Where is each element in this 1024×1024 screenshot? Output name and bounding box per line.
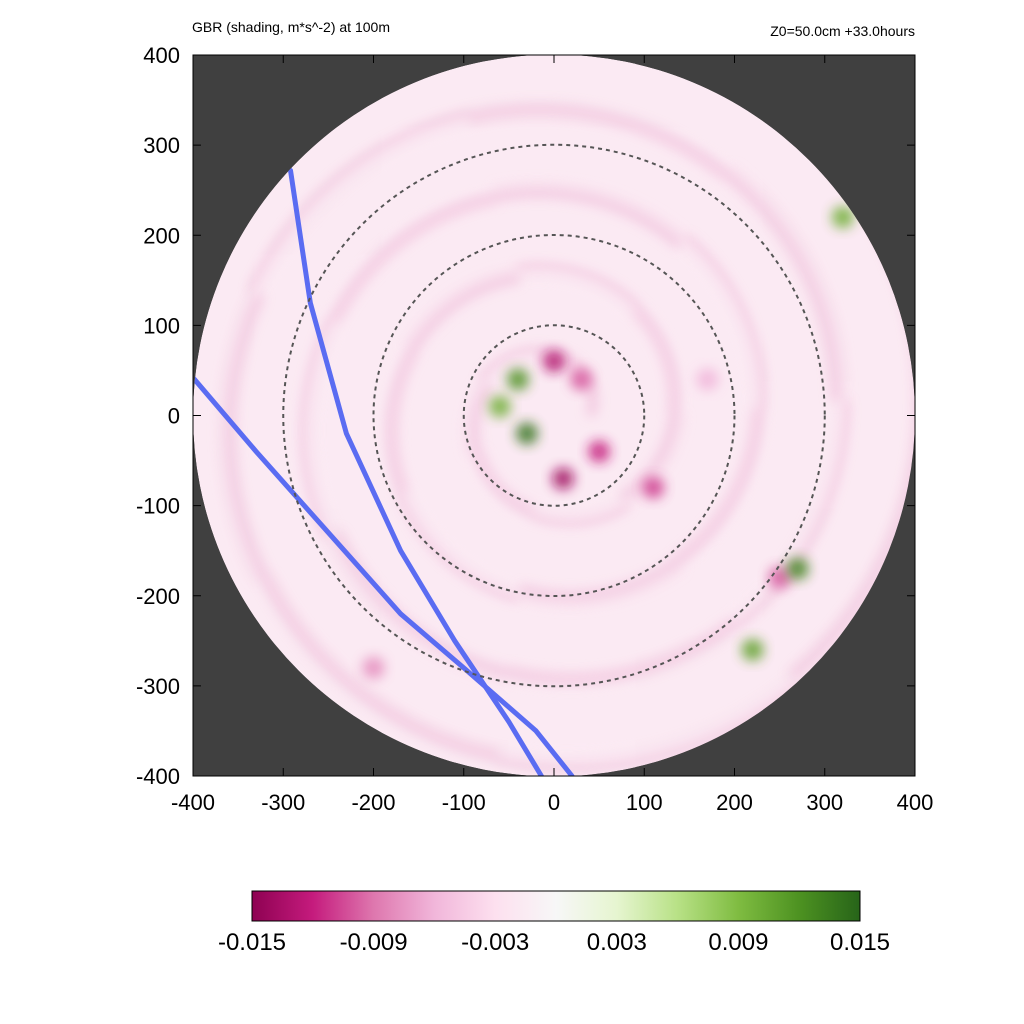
colorbar: -0.015 -0.009 -0.003 0.003 0.009 0.015 [218,890,890,956]
range-ring [462,324,646,507]
colorbar-tick-label: -0.015 [218,929,286,956]
field-feature [515,422,538,445]
chart-title: GBR (shading, m*s^-2) at 100m [192,19,390,35]
x-tick-label: -400 [171,790,215,815]
x-axis: -400 -300 -200 -100 0 100 200 300 400 [171,55,933,815]
y-tick-label: 400 [143,43,180,68]
x-tick-label: 0 [548,790,560,815]
blue-lines [193,167,575,776]
field-feature [588,440,611,463]
x-tick-label: 200 [716,790,753,815]
y-tick-label: -100 [136,494,180,519]
y-tick-label: -200 [136,584,180,609]
field-feature [543,350,565,373]
colorbar-gradient [251,890,861,922]
colorbar-tick-label: 0.009 [708,929,768,956]
y-tick-label: 100 [143,313,180,338]
field-feature [552,467,575,490]
blue-line [193,375,575,776]
range-ring [282,143,826,688]
x-tick-label: 300 [806,790,843,815]
field-feature [570,368,593,391]
x-tick-label: 100 [626,790,663,815]
y-tick-label: 200 [143,223,180,248]
y-axis: -400 -300 -200 -100 0 100 200 300 400 [136,43,915,789]
field-feature [696,368,719,391]
x-tick-label: 400 [897,790,934,815]
field-features [362,206,854,679]
plot-area [193,55,915,776]
x-tick-label: -300 [261,790,305,815]
chart-timestamp: Z0=50.0cm +33.0hours [770,23,915,39]
y-tick-label: 300 [143,133,180,158]
field-feature [741,638,764,661]
colorbar-tick-label: 0.003 [587,929,647,956]
field-feature [786,557,809,580]
y-tick-label: -400 [136,764,180,789]
x-tick-label: -200 [351,790,395,815]
colorbar-ticks: -0.015 -0.009 -0.003 0.003 0.009 0.015 [218,929,890,956]
blue-line [288,167,544,776]
range-ring [372,234,736,597]
colorbar-tick-label: -0.009 [340,929,408,956]
field-feature [768,566,791,589]
field-feature [642,476,665,499]
y-tick-label: 0 [168,404,180,429]
colorbar-tick-label: 0.015 [830,929,890,956]
field-feature [506,368,529,391]
radar-domain [193,55,915,776]
field-feature [362,656,385,679]
y-tick-label: -300 [136,674,180,699]
field-feature [831,206,854,229]
x-tick-label: -100 [442,790,486,815]
colorbar-tick-label: -0.003 [461,929,529,956]
range-rings [282,143,826,688]
field-feature [488,395,511,418]
